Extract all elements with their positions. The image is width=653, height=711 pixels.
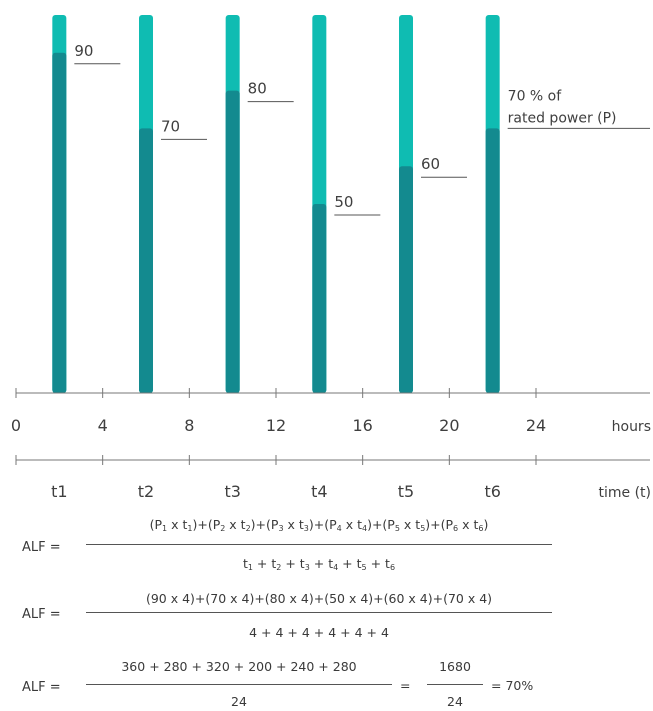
period-label: t4 xyxy=(311,482,327,500)
fraction-line-4 xyxy=(427,684,483,685)
hours-unit-label: hours xyxy=(612,419,651,435)
period-label: t5 xyxy=(398,482,414,500)
period-label: t1 xyxy=(51,482,67,500)
value-label: 90 xyxy=(74,42,93,60)
period-label: t6 xyxy=(484,482,500,500)
value-label: rated power (P) xyxy=(508,110,617,126)
hours-tick-label: 4 xyxy=(98,416,108,435)
fraction-line-2 xyxy=(86,612,552,613)
hours-axis: 0 4 8 12 16 20 24 hours xyxy=(11,388,651,435)
alf-symbolic-numerator: (P1 x t1)+(P2 x t2)+(P3 x t3)+(P4 x t4)+… xyxy=(149,517,489,533)
total-numerator: 1680 xyxy=(439,659,471,674)
value-label: 50 xyxy=(334,193,353,211)
alf-products-denominator: 24 xyxy=(231,694,247,709)
hours-tick-label: 20 xyxy=(439,416,459,435)
load-bar xyxy=(399,166,413,393)
period-label: t3 xyxy=(224,482,240,500)
alf-label-2: ALF = xyxy=(22,607,61,622)
period-label: t2 xyxy=(138,482,154,500)
load-bar xyxy=(52,52,67,394)
alf-symbolic-denominator: t1 + t2 + t3 + t4 + t5 + t6 xyxy=(242,556,396,572)
value-label: 70 % of xyxy=(508,88,563,104)
period-axis: t1 t2 t3 t4 t5 t6 time (t) xyxy=(15,455,652,500)
value-label-group: 90 70 80 50 60 70 % of rated power (P) xyxy=(74,42,650,216)
value-label: 70 xyxy=(161,117,180,135)
value-label: 80 xyxy=(248,80,267,98)
period-unit-label: time (t) xyxy=(599,485,652,500)
hours-tick-label: 16 xyxy=(352,416,372,435)
equals-sign: = xyxy=(400,678,411,693)
fraction-line-1 xyxy=(86,544,552,545)
alf-values-denominator: 4 + 4 + 4 + 4 + 4 + 4 xyxy=(249,625,389,640)
hours-tick-label: 0 xyxy=(11,416,21,435)
alf-products-numerator: 360 + 280 + 320 + 200 + 240 + 280 xyxy=(121,659,357,674)
load-bar xyxy=(225,90,240,393)
hours-tick-label: 12 xyxy=(266,416,286,435)
alf-label-1: ALF = xyxy=(22,540,61,555)
load-bar xyxy=(312,204,327,393)
load-chart: 90 70 80 50 60 70 % of rated power (P) 0 4 8 12 16… xyxy=(11,15,652,500)
value-label: 60 xyxy=(421,155,440,173)
alf-result: = 70% xyxy=(491,678,534,693)
fraction-line-3 xyxy=(86,684,392,685)
alf-label-3: ALF = xyxy=(22,680,61,695)
hours-tick-label: 8 xyxy=(184,416,194,435)
hours-tick-label: 24 xyxy=(526,416,546,435)
total-denominator: 24 xyxy=(447,694,463,709)
load-bar xyxy=(139,128,153,393)
alf-values-numerator: (90 x 4)+(70 x 4)+(80 x 4)+(50 x 4)+(60 … xyxy=(145,591,493,606)
bar-group xyxy=(52,15,500,394)
load-bar xyxy=(485,128,500,393)
